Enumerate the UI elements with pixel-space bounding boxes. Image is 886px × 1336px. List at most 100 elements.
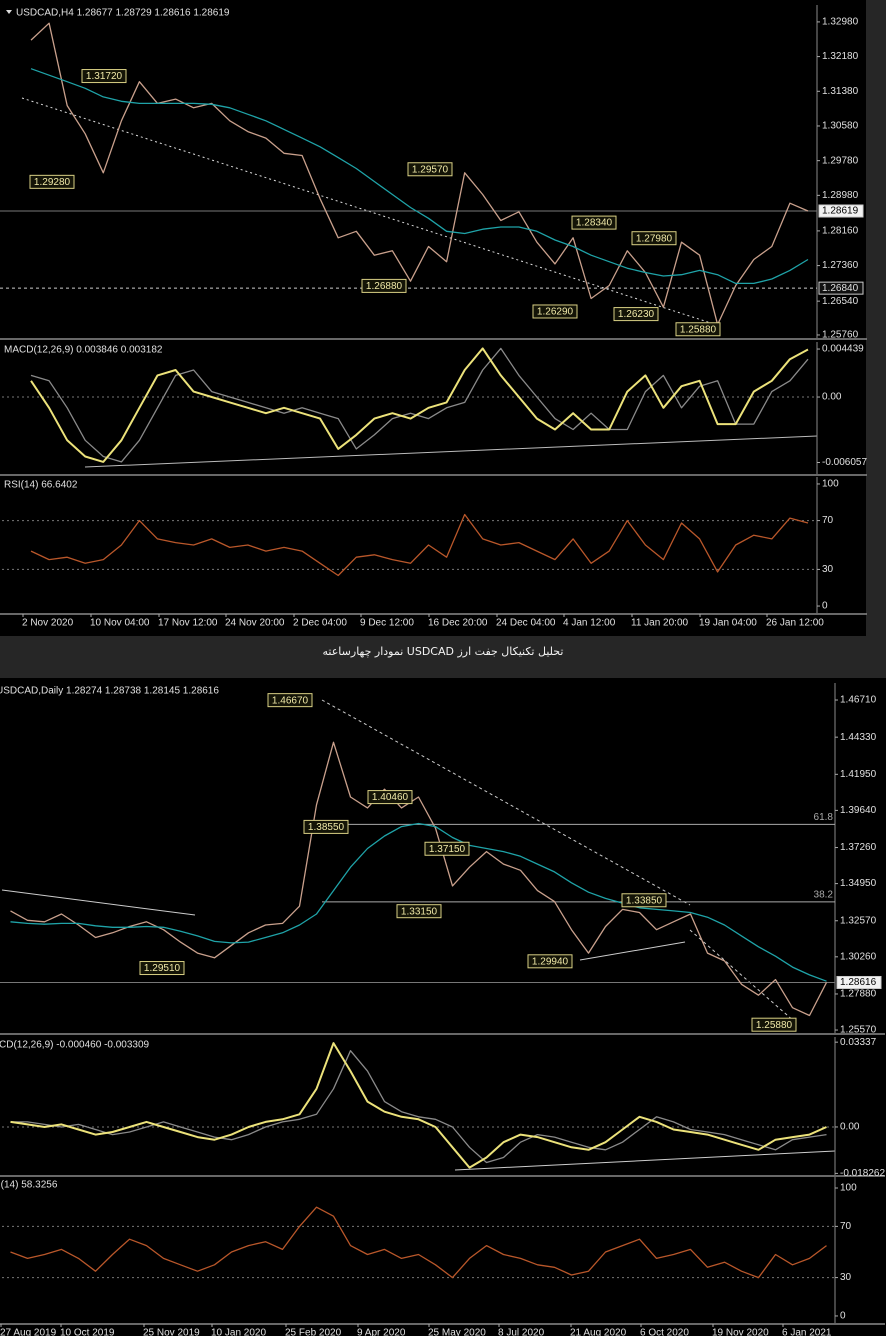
- price-level-box: [818, 281, 864, 295]
- annotation-label: 1.29570: [412, 164, 449, 175]
- panel-header: RSI(14) 66.6402: [4, 480, 78, 491]
- y-tick-label: 70: [840, 1221, 852, 1232]
- annotation-box: [139, 961, 185, 976]
- annotation-label: 1.26880: [366, 281, 403, 292]
- x-tick-label: 24 Dec 04:00: [496, 618, 556, 629]
- annotation-box: [29, 174, 75, 189]
- y-tick-label: 1.31380: [822, 86, 859, 97]
- y-tick-label: 30: [822, 564, 834, 575]
- series-line: [30, 513, 809, 577]
- x-tick-label: 19 Jan 04:00: [699, 618, 757, 629]
- y-tick-label: 1.37260: [840, 842, 877, 853]
- price-level-label: 1.28616: [840, 977, 877, 988]
- x-tick-label: 21 Aug 2020: [570, 1328, 627, 1336]
- panel-header: MACD(12,26,9) -0.000460 -0.003309: [0, 1040, 150, 1051]
- price-level-box: [836, 975, 882, 989]
- annotation-label: 1.29510: [144, 963, 181, 974]
- annotation-box: [621, 893, 667, 908]
- annotation-box: [407, 162, 453, 177]
- annotation-label: 1.26230: [618, 309, 655, 320]
- x-tick-label: 17 Nov 12:00: [158, 618, 218, 629]
- x-tick-label: 6 Oct 2020: [640, 1328, 689, 1336]
- price-level-label: 1.28619: [822, 206, 859, 217]
- annotation-box: [532, 304, 578, 319]
- annotation-label: 1.29280: [34, 177, 71, 188]
- annotation-box: [81, 69, 127, 84]
- annotation-label: 1.27980: [636, 233, 673, 244]
- y-tick-label: 0: [822, 601, 828, 612]
- annotation-box: [367, 790, 413, 805]
- panel-header: RSI(14) 58.3256: [0, 1180, 58, 1191]
- trend-line: [321, 699, 691, 906]
- x-tick-label: 11 Jan 20:00: [631, 618, 689, 629]
- fib-label: 61.8: [814, 812, 834, 823]
- annotation-label: 1.33850: [626, 895, 663, 906]
- menu-arrow: [6, 10, 12, 14]
- y-tick-label: 1.32980: [822, 17, 859, 28]
- annotation-label: 1.31720: [86, 71, 123, 82]
- y-tick-label: 1.27880: [840, 989, 877, 1000]
- panel-header: MACD(12,26,9) 0.003846 0.003182: [4, 345, 163, 356]
- y-tick-label: 0.00: [840, 1122, 860, 1133]
- annotation-box: [424, 841, 470, 856]
- y-tick-label: -0.006057: [822, 457, 867, 468]
- y-tick-label: -0.018262: [840, 1168, 885, 1179]
- annotation-label: 1.28340: [576, 218, 613, 229]
- x-tick-label: 6 Jan 2021: [782, 1328, 832, 1336]
- series-line: [10, 741, 828, 1017]
- series-line: [10, 822, 827, 982]
- y-tick-label: 0.00: [822, 392, 842, 403]
- annotation-label: 1.29940: [532, 956, 569, 967]
- series-line: [30, 68, 809, 285]
- series-line: [30, 347, 809, 463]
- annotation-box: [631, 231, 677, 246]
- y-tick-label: 1.39640: [840, 805, 877, 816]
- x-tick-label: 2 Dec 04:00: [293, 618, 347, 629]
- trend-line: [579, 941, 686, 961]
- x-tick-label: 25 Feb 2020: [285, 1328, 342, 1336]
- x-tick-label: 8 Jul 2020: [498, 1328, 545, 1336]
- annotation-box: [527, 954, 573, 969]
- x-tick-label: 16 Dec 20:00: [428, 618, 488, 629]
- annotation-box: [303, 819, 349, 834]
- y-tick-label: 1.28980: [822, 190, 859, 201]
- series-line: [10, 1050, 827, 1164]
- y-tick-label: 100: [840, 1183, 857, 1194]
- x-tick-label: 26 Jan 12:00: [766, 618, 824, 629]
- x-tick-label: 19 Nov 2020: [712, 1328, 769, 1336]
- annotation-box: [361, 278, 407, 293]
- annotation-box: [267, 693, 313, 708]
- series-line: [30, 347, 809, 463]
- annotation-label: 1.25880: [680, 324, 717, 335]
- series-line: [10, 1206, 827, 1279]
- annotation-box: [571, 215, 617, 230]
- x-tick-label: 24 Nov 20:00: [225, 618, 285, 629]
- x-tick-label: 4 Jan 12:00: [563, 618, 616, 629]
- series-line: [10, 1042, 827, 1169]
- trend-line: [689, 929, 796, 1023]
- annotation-label: 1.25880: [756, 1020, 793, 1031]
- y-tick-label: 1.32570: [840, 915, 877, 926]
- y-tick-label: 1.30580: [822, 121, 859, 132]
- x-tick-label: 25 Nov 2019: [143, 1328, 200, 1336]
- annotation-label: 1.33150: [401, 906, 438, 917]
- annotation-box: [396, 904, 442, 919]
- h4-window: [0, 0, 866, 636]
- panel-header: USDCAD,Daily 1.28274 1.28738 1.28145 1.2…: [0, 686, 219, 697]
- annotation-label: 1.38550: [308, 822, 345, 833]
- y-tick-label: 100: [822, 479, 839, 490]
- trend-line: [84, 435, 818, 468]
- fib-label: 38.2: [814, 890, 834, 901]
- panel-header: USDCAD,H4 1.28677 1.28729 1.28616 1.2861…: [16, 8, 230, 19]
- annotation-box: [613, 307, 659, 322]
- series-line: [30, 22, 809, 326]
- trend-line: [454, 1150, 836, 1171]
- annotation-label: 1.26290: [537, 307, 574, 318]
- x-tick-label: 10 Nov 04:00: [90, 618, 150, 629]
- daily-window: [0, 678, 886, 1336]
- y-tick-label: 30: [840, 1272, 852, 1283]
- annotation-label: 1.37150: [429, 844, 466, 855]
- x-tick-label: 27 Aug 2019: [0, 1328, 57, 1336]
